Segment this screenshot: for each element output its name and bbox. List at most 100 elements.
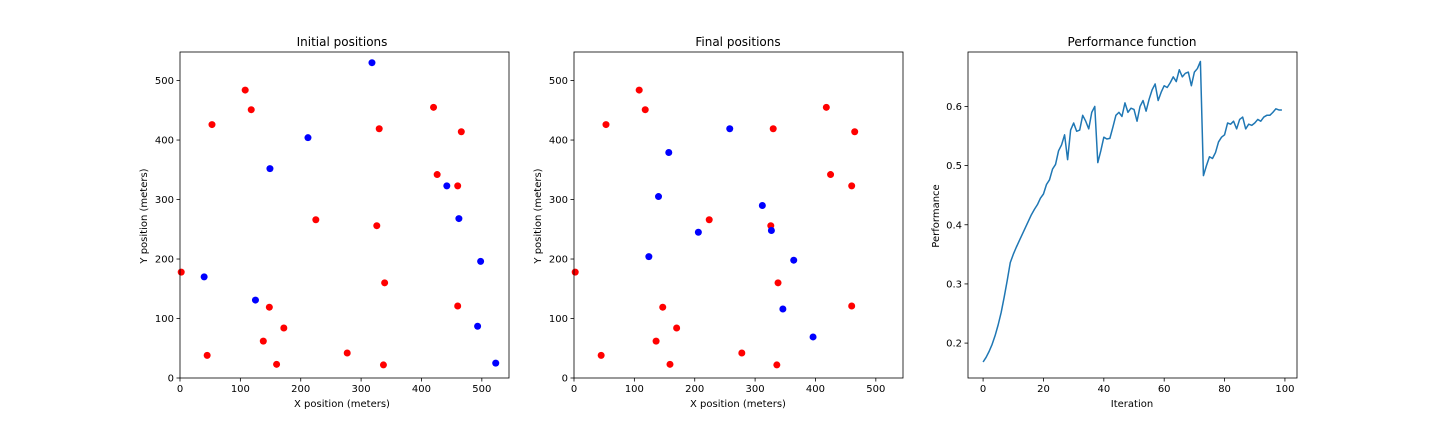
scatter-point xyxy=(738,349,746,357)
scatter-point xyxy=(177,268,185,276)
y-tick-label: 200 xyxy=(549,255,568,266)
scatter-point xyxy=(373,222,381,230)
scatter-point xyxy=(652,337,660,345)
y-tick-label: 0.6 xyxy=(946,102,962,113)
x-axis-label: X position (meters) xyxy=(690,399,786,410)
x-tick-label: 200 xyxy=(685,384,704,395)
scatter-point xyxy=(379,361,387,369)
scatter-point xyxy=(848,182,856,190)
scatter-point xyxy=(251,296,259,304)
scatter-point xyxy=(203,351,211,359)
scatter-point xyxy=(851,128,859,136)
scatter-point xyxy=(848,302,856,310)
line-marks xyxy=(982,60,1282,363)
y-tick-label: 0 xyxy=(562,374,568,385)
scatter-point xyxy=(673,324,681,332)
plot-frame xyxy=(179,51,510,379)
scatter-point xyxy=(200,273,208,281)
scatter-point xyxy=(635,86,643,94)
scatter-point xyxy=(259,337,267,345)
y-tick-label: 0.3 xyxy=(946,279,962,290)
scatter-point xyxy=(247,106,255,114)
x-tick-label: 0 xyxy=(571,384,577,395)
scatter-point xyxy=(454,182,462,190)
scatter-point xyxy=(477,257,485,265)
scatter-point xyxy=(381,279,389,287)
scatter-point xyxy=(779,305,787,313)
chart-title: Final positions xyxy=(695,35,780,49)
scatter-point xyxy=(571,268,579,276)
scatter-marks xyxy=(177,59,500,369)
x-axis-label: X position (meters) xyxy=(294,399,390,410)
scatter-point xyxy=(457,128,465,136)
scatter-point xyxy=(790,256,798,264)
scatter-point xyxy=(280,324,288,332)
x-tick-label: 80 xyxy=(1218,384,1231,395)
y-tick-label: 500 xyxy=(155,76,174,87)
x-tick-label: 200 xyxy=(291,384,310,395)
scatter-point xyxy=(312,216,320,224)
scatter-point xyxy=(375,125,383,133)
scatter-point xyxy=(443,182,451,190)
y-tick-label: 0.2 xyxy=(946,339,962,350)
plot-frame xyxy=(967,51,1298,379)
scatter-point xyxy=(705,216,713,224)
scatter-point xyxy=(641,106,649,114)
scatter-point xyxy=(492,359,500,367)
y-tick-label: 0.4 xyxy=(946,220,962,231)
scatter-point xyxy=(208,121,216,129)
scatter-point xyxy=(726,125,734,133)
scatter-point xyxy=(665,149,673,157)
scatter-point xyxy=(474,322,482,330)
scatter-point xyxy=(265,303,273,311)
x-tick-label: 100 xyxy=(625,384,644,395)
scatter-point xyxy=(767,226,775,234)
y-tick-label: 0 xyxy=(168,374,174,385)
scatter-point xyxy=(773,361,781,369)
scatter-point xyxy=(827,171,835,179)
scatter-point xyxy=(655,193,663,201)
scatter-point xyxy=(694,228,702,236)
y-axis-label: Y position (meters) xyxy=(533,168,544,264)
performance-chart: Performance function Iteration Performan… xyxy=(931,35,1298,410)
scatter-point xyxy=(368,59,376,67)
scatter-point xyxy=(430,103,438,111)
scatter-point xyxy=(666,360,674,368)
scatter-point xyxy=(602,121,610,129)
scatter-point xyxy=(273,360,281,368)
y-tick-label: 100 xyxy=(155,314,174,325)
y-tick-label: 300 xyxy=(549,195,568,206)
y-tick-label: 500 xyxy=(549,76,568,87)
x-axis-label: Iteration xyxy=(1111,399,1153,410)
series-line xyxy=(982,60,1282,363)
scatter-marks xyxy=(571,86,859,369)
chart-title: Performance function xyxy=(1068,35,1197,49)
initial-positions-chart: Initial positions X position (meters) Y … xyxy=(139,35,510,410)
scatter-point xyxy=(343,349,351,357)
x-tick-label: 300 xyxy=(746,384,765,395)
x-tick-label: 500 xyxy=(472,384,491,395)
x-tick-label: 100 xyxy=(1275,384,1294,395)
x-tick-label: 0 xyxy=(177,384,183,395)
x-tick-label: 100 xyxy=(231,384,250,395)
x-tick-label: 0 xyxy=(980,384,986,395)
x-tick-label: 500 xyxy=(866,384,885,395)
x-tick-label: 400 xyxy=(806,384,825,395)
scatter-point xyxy=(241,86,249,94)
y-tick-label: 200 xyxy=(155,255,174,266)
x-tick-label: 400 xyxy=(412,384,431,395)
final-positions-chart: Final positions X position (meters) Y po… xyxy=(533,35,904,410)
scatter-point xyxy=(304,134,312,142)
x-tick-label: 300 xyxy=(352,384,371,395)
scatter-point xyxy=(822,103,830,111)
scatter-point xyxy=(597,351,605,359)
y-axis-label: Y position (meters) xyxy=(139,168,150,264)
x-tick-label: 20 xyxy=(1037,384,1050,395)
axis-ticks: 0 100 200 300 400 500 0 100 200 300 400 500 xyxy=(155,76,491,395)
scatter-point xyxy=(645,253,653,261)
plot-frame xyxy=(573,51,904,379)
y-tick-label: 100 xyxy=(549,314,568,325)
scatter-point xyxy=(266,165,274,173)
y-tick-label: 0.5 xyxy=(946,161,962,172)
